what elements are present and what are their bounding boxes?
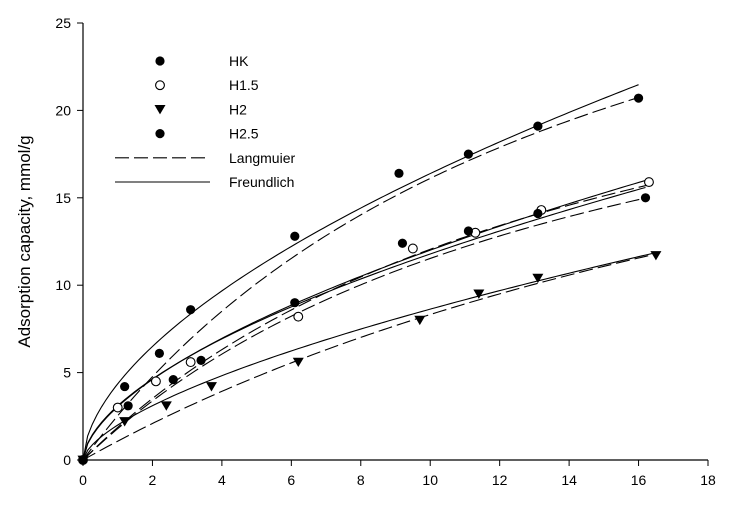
x-tick-label: 14 [561,472,577,488]
x-tick-label: 2 [149,472,157,488]
langmuir-fit-line [82,253,657,461]
y-axis-title: Adsorption capacity, mmol/g [15,135,34,347]
point-hk [533,121,543,131]
point-h2 [160,401,172,411]
point-h1-5 [185,357,196,368]
langmuir-fit-line [82,184,650,461]
x-tick-label: 12 [492,472,508,488]
legend-marker [155,129,165,139]
point-hk [154,348,164,358]
langmuir-fit-line [82,197,646,461]
langmuir-fit-line [82,96,639,461]
x-tick-label: 4 [218,472,226,488]
point-h2-5 [78,455,88,465]
freundlich-fit-line [82,252,657,461]
point-h2-5 [533,208,543,219]
point-h2 [650,251,662,261]
point-hk [120,381,130,392]
point-h2-5 [397,238,408,248]
point-hk [290,231,300,241]
legend-marker [155,80,165,91]
y-tick-label: 10 [55,277,71,293]
point-h2 [414,315,426,326]
legend-label: H2.5 [229,126,259,142]
legend-label: H2 [229,101,247,117]
point-h2 [119,417,131,427]
point-hk [186,305,196,315]
point-h1-5 [150,376,161,387]
legend-marker [155,56,165,66]
fit-curves [82,84,657,461]
point-h1-5 [293,311,304,322]
x-tick-label: 10 [422,472,438,488]
freundlich-fit-line [82,178,650,461]
point-h2 [205,382,217,392]
y-tick-label: 15 [55,190,71,206]
point-h2-5 [168,374,178,385]
point-hk [463,149,474,159]
legend-label: Freundlich [229,174,294,190]
y-tick-label: 25 [55,15,71,31]
axes: 0 2 4 6 8 10 12 14 16 18 0 5 10 15 20 25 [55,15,716,488]
x-tick-label: 6 [287,472,295,488]
legend: HK H1.5 H2 H2.5 Langmuier Freundlich [115,53,295,190]
y-tick-label: 5 [63,365,71,381]
point-h2-5 [290,298,300,308]
freundlich-fit-line [82,186,646,461]
point-h2-5 [463,226,474,236]
point-h1-5 [112,402,123,413]
legend-marker [154,105,166,115]
legend-label: HK [229,53,249,69]
point-h2 [473,289,485,299]
freundlich-fit-line [82,84,639,461]
x-tick-label: 8 [357,472,365,488]
x-tick-label: 18 [700,472,716,488]
point-hk [394,168,404,178]
x-tick-label: 16 [631,472,647,488]
point-h2-5 [196,355,206,365]
point-h2-5 [123,401,133,411]
x-tick-label: 0 [79,472,87,488]
legend-label: Langmuier [229,150,295,166]
y-tick-label: 0 [63,452,71,468]
point-h2 [292,357,304,368]
point-h2 [532,273,544,284]
y-tick-label: 20 [55,102,71,118]
point-hk [633,93,644,103]
legend-label: H1.5 [229,77,259,93]
data-points [77,93,662,465]
point-h1-5 [407,243,418,254]
point-h1-5 [644,177,654,188]
point-h2-5 [640,193,651,203]
